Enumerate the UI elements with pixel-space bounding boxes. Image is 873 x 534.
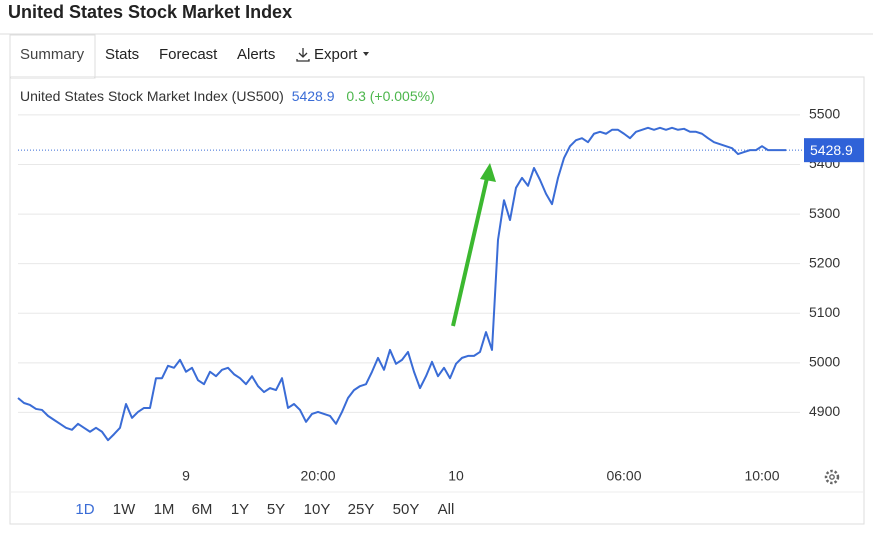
export-icon <box>296 48 310 62</box>
range-button[interactable]: 10Y <box>304 501 331 518</box>
active-tab <box>9 34 96 79</box>
chart-panel <box>9 76 865 525</box>
tab[interactable]: Alerts <box>237 46 275 63</box>
annotation-arrow <box>451 163 496 327</box>
x-tick-label: 20:00 <box>300 468 335 484</box>
x-tick-label: 10:00 <box>744 468 779 484</box>
range-button[interactable]: 50Y <box>393 501 420 518</box>
y-tick-label: 5500 <box>809 106 840 122</box>
range-button[interactable]: All <box>438 501 455 518</box>
tab[interactable]: Export <box>314 46 358 63</box>
y-tick-label: 4900 <box>809 403 840 419</box>
y-tick-label: 5300 <box>809 205 840 221</box>
export-caret <box>363 52 369 56</box>
price-change: 0.3 (+0.005%) <box>346 88 434 104</box>
y-tick-label: 5100 <box>809 304 840 320</box>
range-button[interactable]: 1M <box>154 501 175 518</box>
range-buttons: 1D 1W 1M 6M 1Y 5Y 10Y 25Y 50Y All <box>75 501 454 518</box>
x-tick-label: 06:00 <box>606 468 641 484</box>
range-button[interactable]: 1D <box>75 501 94 518</box>
x-tick-label: 10 <box>448 468 464 484</box>
range-button[interactable]: 1W <box>113 501 136 518</box>
range-button[interactable]: 5Y <box>267 501 285 518</box>
chart-header: United States Stock Market Index (US500)… <box>20 88 435 104</box>
price-line <box>17 126 786 442</box>
tabs: Summary Stats Forecast Alerts Export <box>20 46 358 63</box>
y-tick-label: 5200 <box>809 254 840 270</box>
last-price-label: 5428.9 <box>810 142 853 158</box>
tab[interactable]: Forecast <box>159 46 218 63</box>
instrument-name: United States Stock Market Index (US500) <box>20 88 284 104</box>
page-title: United States Stock Market Index <box>8 2 292 22</box>
range-button[interactable]: 6M <box>192 501 213 518</box>
x-tick-label: 9 <box>182 468 190 484</box>
range-button[interactable]: 1Y <box>231 501 249 518</box>
range-button[interactable]: 25Y <box>348 501 375 518</box>
y-tick-label: 5000 <box>809 354 840 370</box>
last-price: 5428.9 <box>292 88 335 104</box>
tab[interactable]: Summary <box>20 46 85 63</box>
last-price-box <box>804 138 864 163</box>
tab[interactable]: Stats <box>105 46 139 63</box>
settings-icon[interactable] <box>824 469 840 485</box>
